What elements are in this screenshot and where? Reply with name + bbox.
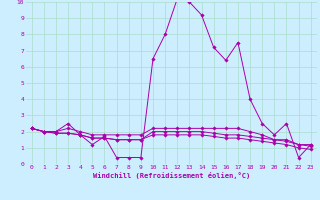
X-axis label: Windchill (Refroidissement éolien,°C): Windchill (Refroidissement éolien,°C) xyxy=(92,172,250,179)
